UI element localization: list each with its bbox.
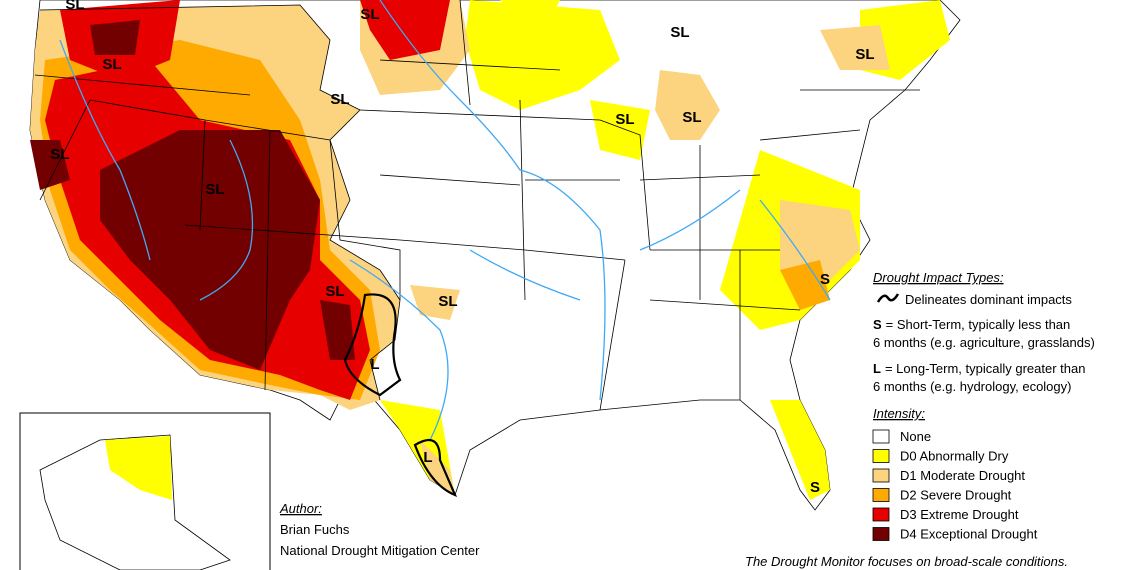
author-heading: Author: (279, 501, 322, 516)
state-lines (34, 0, 920, 411)
impact-label: SL (65, 0, 84, 13)
legend-swatch (872, 449, 890, 463)
impact-label: SL (325, 283, 344, 300)
key: L (873, 361, 881, 376)
impact-label: SL (360, 6, 379, 23)
impact-label: S (820, 271, 830, 288)
legend-swatch (872, 527, 890, 541)
legend-text: Delineates dominant impacts (905, 292, 1072, 307)
impact-label: SL (670, 24, 689, 41)
legend-swatch (872, 507, 890, 522)
impact-label: S (810, 479, 820, 496)
legend-label: D2 Severe Drought (900, 488, 1012, 503)
legend-label: D0 Abnormally Dry (900, 449, 1009, 464)
legend-swatch (872, 488, 890, 502)
legend-label: None (900, 429, 931, 444)
legend-text: S = Short-Term, typically less than (873, 317, 1070, 332)
legend-label: D3 Extreme Drought (900, 507, 1019, 522)
desc: = Short-Term, typically less than (886, 317, 1071, 332)
impact-label: SL (615, 111, 634, 128)
intensity-title: Intensity: (873, 406, 925, 421)
impact-label: SL (102, 56, 121, 73)
desc: = Long-Term, typically greater than (885, 361, 1086, 376)
legend-text: 6 months (e.g. hydrology, ecology) (873, 379, 1071, 394)
boundary (39, 4, 401, 401)
legend-label: D4 Exceptional Drought (900, 527, 1038, 542)
impact-label: SL (330, 91, 349, 108)
legend-swatch (872, 429, 890, 444)
legend-title: Drought Impact Types: (873, 270, 1004, 285)
impact-labels: SL SL SL SL SL SL SL SL SL SL S SL SL L L S (50, 0, 874, 496)
impact-label: SL (855, 46, 874, 63)
alaska (39, 434, 231, 570)
state-boundaries (34, 0, 920, 411)
legend: Drought Impact Types: Delineates dominan… (872, 270, 1095, 542)
delineation-symbol (876, 293, 900, 303)
drought-area (30, 20, 355, 370)
impact-label: L (370, 356, 379, 373)
impact-label: SL (682, 109, 701, 126)
legend-text: L = Long-Term, typically greater than (873, 361, 1085, 376)
legend-text: 6 months (e.g. agriculture, grasslands) (873, 335, 1095, 350)
footnote: The Drought Monitor focuses on broad-sca… (745, 554, 1068, 569)
impact-delineation (343, 293, 458, 498)
legend-label: D1 Moderate Drought (900, 468, 1025, 483)
impact-label: SL (438, 293, 457, 310)
map-layers (29, 0, 961, 511)
legend-swatch (872, 468, 890, 483)
author-org: National Drought Mitigation Center (280, 543, 480, 558)
alaska-d0 (105, 436, 172, 500)
author-name: Brian Fuchs (280, 522, 350, 537)
impact-label: SL (50, 146, 69, 163)
intensity-legend: None D0 Abnormally Dry D1 Moderate Drought… (872, 429, 1038, 542)
impact-label: SL (205, 181, 224, 198)
key: S (873, 317, 882, 332)
impact-label: L (423, 449, 432, 466)
